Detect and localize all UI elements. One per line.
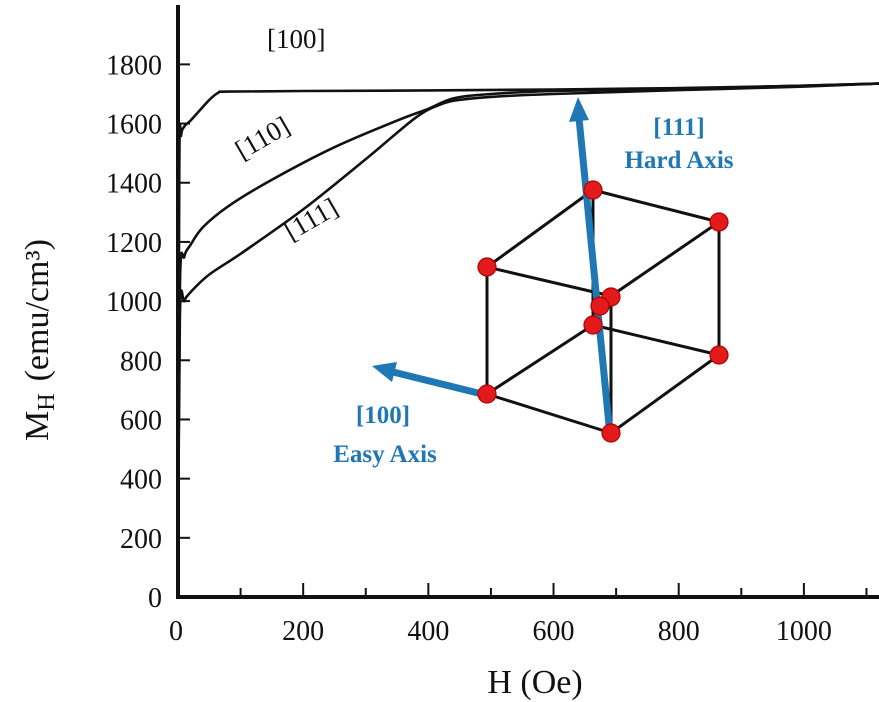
y-tick-label: 1200 <box>106 228 162 259</box>
y-tick-label: 1400 <box>106 169 162 200</box>
series-line-1 <box>176 82 879 598</box>
y-axis-title-unit: (emu/cm³) <box>19 239 56 381</box>
x-axis-title: H (Oe) <box>487 664 582 701</box>
x-tick-label: 400 <box>407 616 449 647</box>
x-ticks: 0 200 400 600 800 1000 <box>169 583 868 647</box>
y-tick-label: 1000 <box>106 287 162 318</box>
y-tick-label: 600 <box>120 405 162 436</box>
atom <box>477 257 497 277</box>
x-tick-label: 800 <box>658 616 700 647</box>
cube-edge <box>610 220 720 298</box>
cube-edge <box>592 188 720 224</box>
y-axis-title-main: M <box>19 411 56 441</box>
cubic-crystal-inset: [111] Hard Axis [100] Easy Axis <box>333 97 734 468</box>
x-tick-label: 200 <box>282 616 324 647</box>
hard-axis-index: [111] <box>653 114 704 141</box>
y-tick-label: 0 <box>148 583 162 614</box>
y-tick-label: 400 <box>120 465 162 496</box>
cube-edge <box>486 392 612 435</box>
atoms <box>477 180 729 443</box>
hard-axis-arrow-head <box>569 97 589 122</box>
atom <box>583 315 603 335</box>
easy-axis-arrow <box>392 368 483 398</box>
hard-axis-label: Hard Axis <box>624 147 733 174</box>
curve-label-110: [110] <box>230 110 295 165</box>
y-axis-title-sub: H <box>34 393 60 410</box>
easy-axis-index: [100] <box>356 402 410 429</box>
cube-edge <box>486 265 612 298</box>
x-tick-label: 600 <box>533 616 575 647</box>
atom <box>583 180 603 200</box>
atom <box>709 345 729 365</box>
cube-edge <box>592 323 720 357</box>
series-line-0 <box>176 82 879 598</box>
cube-edge <box>486 323 594 396</box>
y-tick-label: 1600 <box>106 110 162 141</box>
easy-axis-arrow-head <box>372 362 397 382</box>
hard-axis-arrow <box>575 117 613 426</box>
atom <box>477 384 497 404</box>
y-tick-label: 800 <box>120 346 162 377</box>
curves <box>176 82 879 598</box>
y-tick-label: 200 <box>120 524 162 555</box>
curve-label-100: [100] <box>267 24 325 54</box>
cube-edge <box>610 353 720 435</box>
x-tick-label: 1000 <box>776 616 832 647</box>
x-tick-label: 0 <box>169 616 183 647</box>
cube-edge <box>486 188 594 269</box>
y-ticks: 0 200 400 600 800 1000 1200 1400 1600 1800 <box>106 50 190 614</box>
curve-label-111: [111] <box>279 192 343 246</box>
y-tick-label: 1800 <box>106 50 162 81</box>
easy-axis-label: Easy Axis <box>333 441 437 468</box>
atom <box>601 423 621 443</box>
atom <box>590 296 610 316</box>
atom <box>709 212 729 232</box>
y-axis-title: MH (emu/cm³) <box>19 239 60 441</box>
series-line-2 <box>176 82 879 598</box>
